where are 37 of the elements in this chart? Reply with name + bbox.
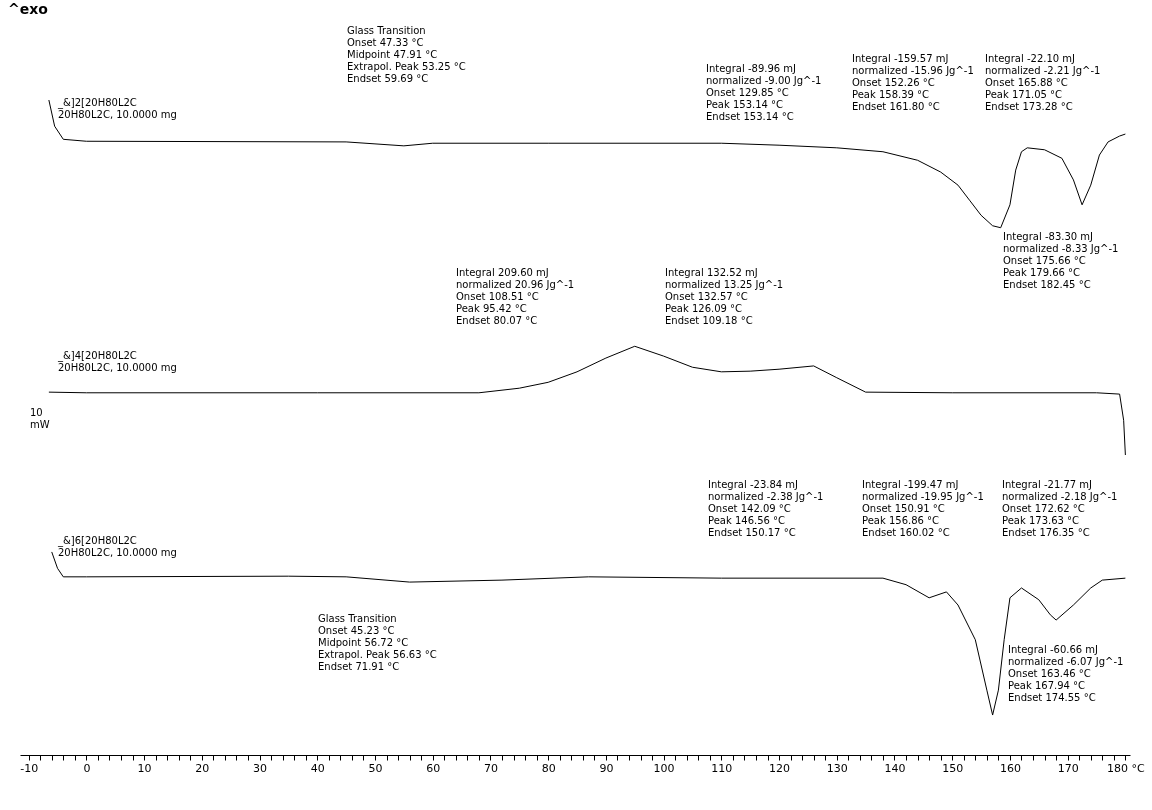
x-tick-label: 70 bbox=[483, 761, 498, 775]
x-tick-label: 100 bbox=[653, 761, 675, 775]
x-tick-label: -10 bbox=[20, 761, 39, 775]
annotation: Integral -159.57 mJ normalized -15.96 Jg^-1 Onset 152.26 °C Peak 158.39 °C Endset 161.80 °C bbox=[852, 53, 974, 112]
annotation: Integral -83.30 mJ normalized -8.33 Jg^-1 Onset 175.66 °C Peak 179.66 °C Endset 182.45 °C bbox=[1003, 231, 1119, 290]
x-tick-label: 20 bbox=[195, 761, 210, 775]
series-label: _&]2[20H80L2C 20H80L2C, 10.0000 mg bbox=[57, 97, 177, 120]
x-tick-label: 90 bbox=[599, 761, 614, 775]
annotation: Integral -22.10 mJ normalized -2.21 Jg^-1 Onset 165.88 °C Peak 171.05 °C Endset 173.28 °C bbox=[985, 53, 1101, 112]
annotation: Integral 209.60 mJ normalized 20.96 Jg^-1 Onset 108.51 °C Peak 95.42 °C Endset 80.07 °C bbox=[456, 267, 575, 326]
text: Glass Transition Onset 47.33 °C Midpoint 47.91 °C Extrapol. Peak 53.25 °C Endset 59.69 °C bbox=[347, 25, 466, 84]
annotation: Integral -89.96 mJ normalized -9.00 Jg^-1 Onset 129.85 °C Peak 153.14 °C Endset 153.14 °C bbox=[706, 63, 822, 122]
annotation: Integral -199.47 mJ normalized -19.95 Jg^-1 Onset 150.91 °C Peak 156.86 °C Endset 160.02 °C bbox=[862, 479, 984, 538]
x-tick-label: 180 °C bbox=[1107, 761, 1146, 775]
annotation: Integral 132.52 mJ normalized 13.25 Jg^-1 Onset 132.57 °C Peak 126.09 °C Endset 109.18 °C bbox=[665, 267, 784, 326]
annotation: Integral -60.66 mJ normalized -6.07 Jg^-1 Onset 163.46 °C Peak 167.94 °C Endset 174.55 °C bbox=[1008, 644, 1124, 703]
series-label: _&]4[20H80L2C 20H80L2C, 10.0000 mg bbox=[57, 350, 177, 373]
x-tick-label: 160 bbox=[999, 761, 1021, 775]
x-tick-label: 130 bbox=[826, 761, 848, 775]
x-tick-label: 110 bbox=[711, 761, 733, 775]
x-tick-label: 80 bbox=[541, 761, 556, 775]
annotation: Integral -21.77 mJ normalized -2.18 Jg^-1 Onset 172.62 °C Peak 173.63 °C Endset 176.35 °C bbox=[1002, 479, 1118, 538]
x-tick-label: 170 bbox=[1057, 761, 1079, 775]
x-tick-label: 50 bbox=[368, 761, 383, 775]
x-tick-label: 30 bbox=[253, 761, 268, 775]
x-tick-label: 150 bbox=[942, 761, 964, 775]
annotation: Integral -23.84 mJ normalized -2.38 Jg^-1 Onset 142.09 °C Peak 146.56 °C Endset 150.17 °C bbox=[708, 479, 824, 538]
text: ^exo bbox=[8, 1, 49, 17]
x-tick-label: 10 bbox=[137, 761, 152, 775]
x-tick-label: 0 bbox=[83, 761, 91, 775]
annotation: Glass Transition Onset 45.23 °C Midpoint 56.72 °C Extrapol. Peak 56.63 °C Endset 71.91 °C bbox=[318, 613, 437, 672]
x-tick-label: 40 bbox=[310, 761, 325, 775]
annotation: 10 mW bbox=[30, 407, 50, 430]
x-tick-label: 120 bbox=[769, 761, 791, 775]
x-tick-label: 60 bbox=[426, 761, 441, 775]
series-label: _&]6[20H80L2C 20H80L2C, 10.0000 mg bbox=[57, 535, 177, 558]
x-tick-label: 140 bbox=[884, 761, 906, 775]
